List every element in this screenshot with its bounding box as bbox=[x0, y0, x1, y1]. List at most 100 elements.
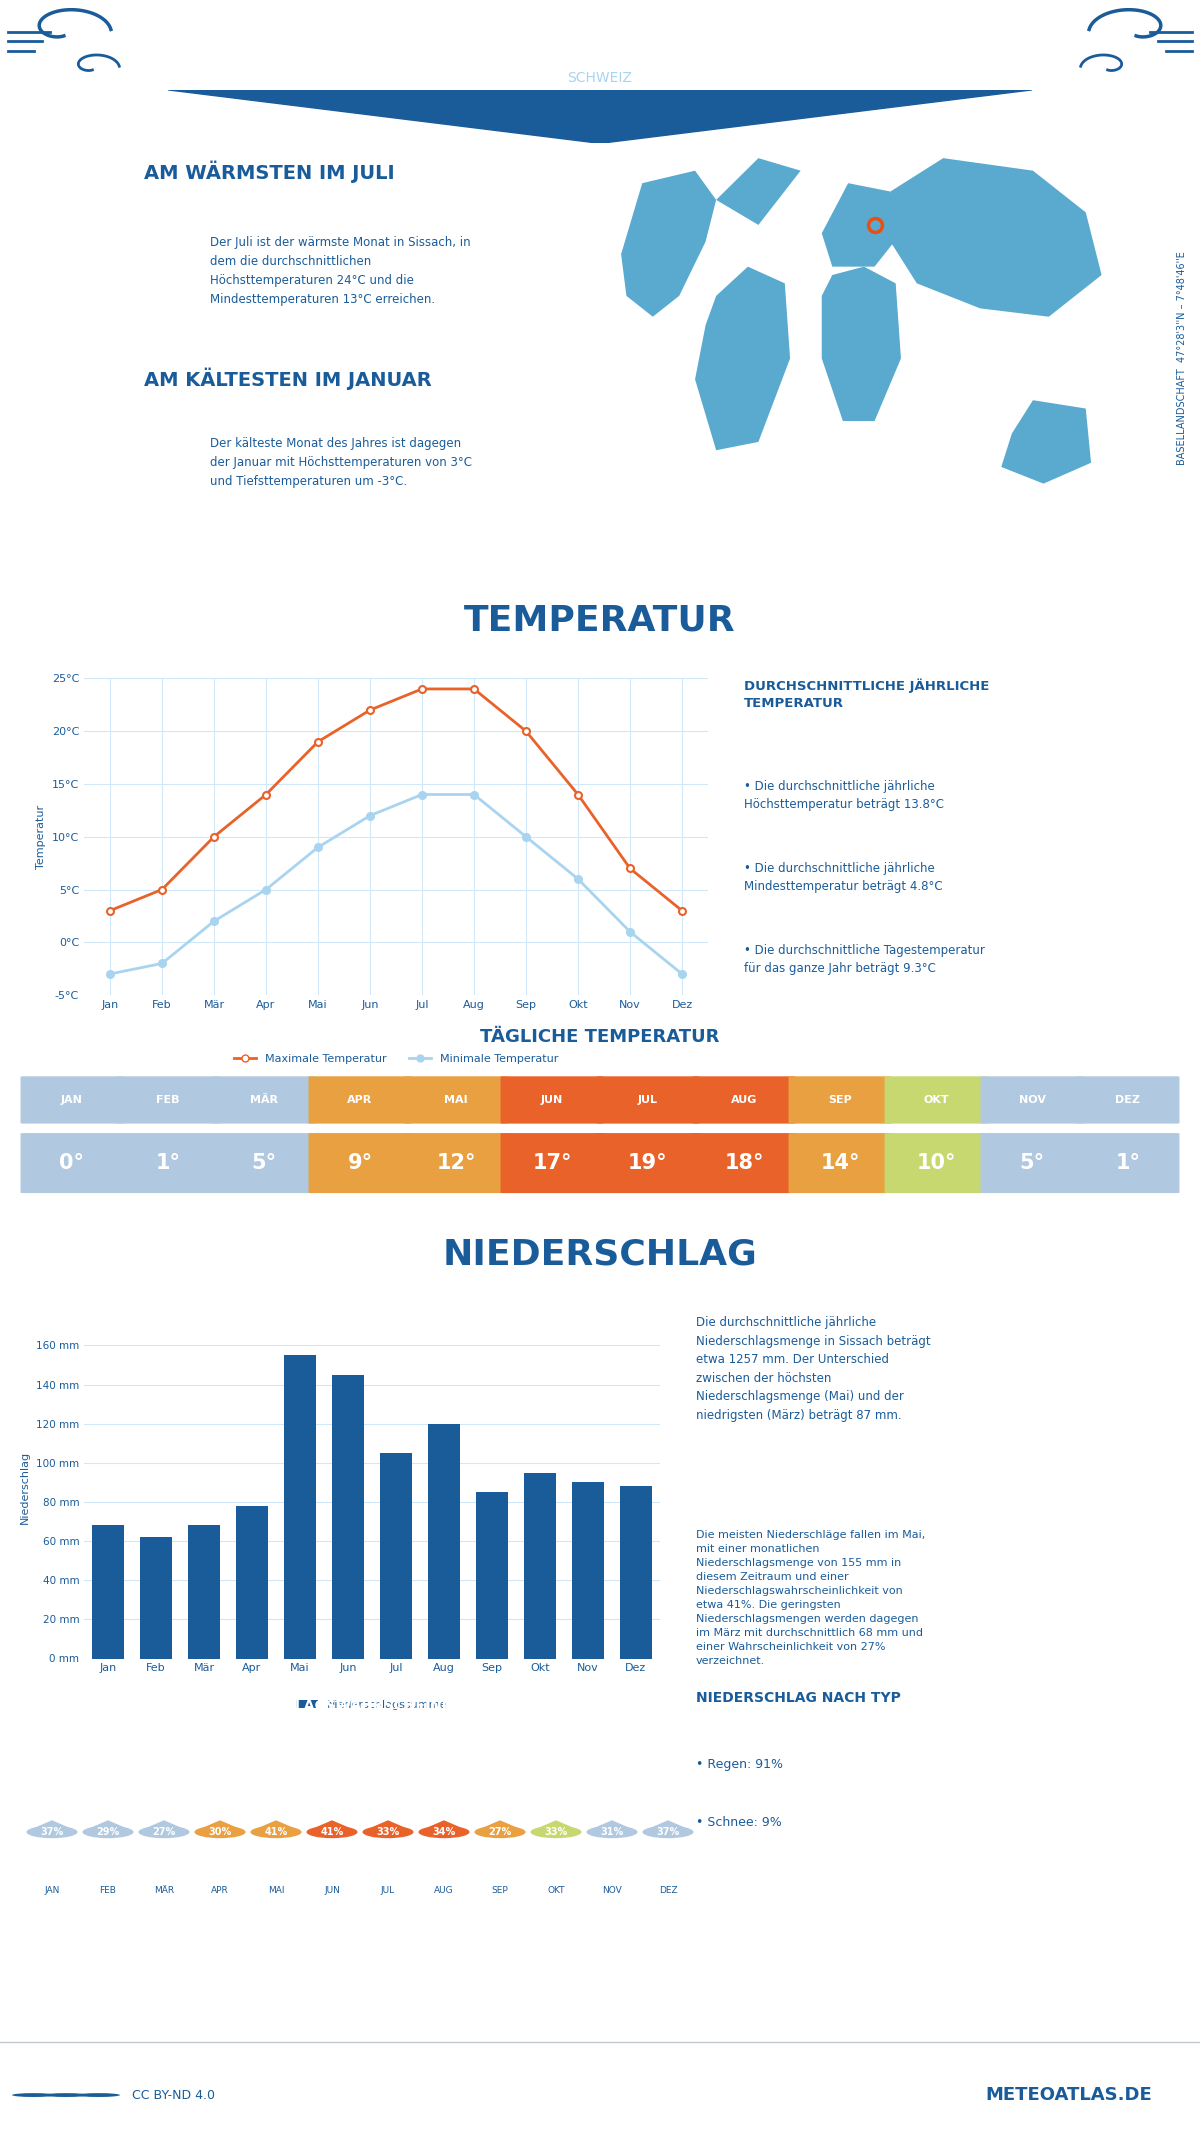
Text: 37%: 37% bbox=[656, 1828, 679, 1836]
Minimale Temperatur bbox=[518, 824, 533, 850]
Text: 1°: 1° bbox=[156, 1153, 180, 1173]
Text: SEP: SEP bbox=[492, 1885, 509, 1896]
Maximale Temperatur bbox=[259, 781, 274, 807]
Polygon shape bbox=[589, 1821, 635, 1830]
Polygon shape bbox=[716, 158, 800, 225]
Polygon shape bbox=[622, 171, 716, 317]
Text: AUG: AUG bbox=[434, 1885, 454, 1896]
Text: 12°: 12° bbox=[437, 1153, 475, 1173]
Text: 10°: 10° bbox=[917, 1153, 955, 1173]
FancyBboxPatch shape bbox=[308, 1076, 412, 1124]
FancyBboxPatch shape bbox=[692, 1076, 796, 1124]
Text: 9°: 9° bbox=[348, 1153, 372, 1173]
Text: FEB: FEB bbox=[100, 1885, 116, 1896]
FancyBboxPatch shape bbox=[1076, 1076, 1180, 1124]
Minimale Temperatur bbox=[155, 950, 169, 976]
Circle shape bbox=[251, 1825, 301, 1838]
Minimale Temperatur bbox=[623, 918, 637, 944]
Circle shape bbox=[530, 1825, 582, 1838]
Circle shape bbox=[194, 1825, 246, 1838]
Circle shape bbox=[642, 1825, 694, 1838]
Text: FEB: FEB bbox=[156, 1096, 180, 1104]
Polygon shape bbox=[365, 1821, 410, 1830]
Text: 1°: 1° bbox=[1116, 1153, 1140, 1173]
Circle shape bbox=[474, 1825, 526, 1838]
Text: 30%: 30% bbox=[209, 1828, 232, 1836]
FancyBboxPatch shape bbox=[884, 1132, 988, 1194]
FancyBboxPatch shape bbox=[116, 1132, 220, 1194]
FancyBboxPatch shape bbox=[980, 1076, 1084, 1124]
Minimale Temperatur bbox=[362, 802, 377, 828]
FancyBboxPatch shape bbox=[212, 1132, 316, 1194]
Text: OKT: OKT bbox=[547, 1885, 565, 1896]
Text: JUN: JUN bbox=[324, 1885, 340, 1896]
FancyBboxPatch shape bbox=[116, 1076, 220, 1124]
Text: MÄR: MÄR bbox=[250, 1096, 278, 1104]
FancyBboxPatch shape bbox=[500, 1076, 604, 1124]
Text: 18°: 18° bbox=[725, 1153, 763, 1173]
Bar bbox=[572, 1483, 604, 1659]
Bar bbox=[428, 1423, 460, 1658]
Text: 0°: 0° bbox=[60, 1153, 84, 1173]
Text: 27%: 27% bbox=[488, 1828, 511, 1836]
Text: AM KÄLTESTEN IM JANUAR: AM KÄLTESTEN IM JANUAR bbox=[144, 368, 432, 389]
Polygon shape bbox=[197, 1821, 242, 1830]
Y-axis label: Temperatur: Temperatur bbox=[36, 805, 47, 869]
Maximale Temperatur bbox=[518, 719, 533, 745]
Text: Der Juli ist der wärmste Monat in Sissach, in
dem die durchschnittlichen
Höchstt: Der Juli ist der wärmste Monat in Sissac… bbox=[210, 235, 470, 306]
Polygon shape bbox=[822, 184, 901, 268]
Text: MÄR: MÄR bbox=[154, 1885, 174, 1896]
Text: 41%: 41% bbox=[320, 1828, 343, 1836]
Minimale Temperatur bbox=[103, 961, 118, 987]
Text: SEP: SEP bbox=[828, 1096, 852, 1104]
Text: Der kälteste Monat des Jahres ist dagegen
der Januar mit Höchsttemperaturen von : Der kälteste Monat des Jahres ist dagege… bbox=[210, 437, 472, 488]
Text: JAN: JAN bbox=[61, 1096, 83, 1104]
Polygon shape bbox=[533, 1821, 578, 1830]
Bar bbox=[476, 1492, 508, 1658]
Text: • Die durchschnittliche Tagestemperatur
für das ganze Jahr beträgt 9.3°C: • Die durchschnittliche Tagestemperatur … bbox=[744, 944, 985, 976]
Maximale Temperatur bbox=[467, 676, 481, 702]
FancyBboxPatch shape bbox=[404, 1076, 508, 1124]
Circle shape bbox=[44, 2093, 88, 2097]
Text: Die durchschnittliche jährliche
Niederschlagsmenge in Sissach beträgt
etwa 1257 : Die durchschnittliche jährliche Niedersc… bbox=[696, 1316, 931, 1421]
Maximale Temperatur bbox=[571, 781, 586, 807]
FancyBboxPatch shape bbox=[884, 1076, 988, 1124]
Bar bbox=[92, 1526, 124, 1658]
Maximale Temperatur bbox=[415, 676, 430, 702]
Text: 33%: 33% bbox=[377, 1828, 400, 1836]
Text: APR: APR bbox=[347, 1096, 373, 1104]
Polygon shape bbox=[85, 1821, 131, 1830]
Polygon shape bbox=[168, 90, 1032, 143]
Bar bbox=[380, 1453, 412, 1658]
Text: DEZ: DEZ bbox=[1116, 1096, 1140, 1104]
Line: Minimale Temperatur: Minimale Temperatur bbox=[107, 792, 685, 978]
Text: DEZ: DEZ bbox=[659, 1885, 677, 1896]
FancyBboxPatch shape bbox=[20, 1132, 124, 1194]
Text: SCHWEIZ: SCHWEIZ bbox=[568, 71, 632, 86]
Text: TEMPERATUR: TEMPERATUR bbox=[464, 603, 736, 638]
Y-axis label: Niederschlag: Niederschlag bbox=[20, 1451, 30, 1524]
Text: MAI: MAI bbox=[444, 1096, 468, 1104]
Maximale Temperatur bbox=[155, 877, 169, 903]
Text: SISSACH: SISSACH bbox=[486, 11, 714, 56]
Text: DURCHSCHNITTLICHE JÄHRLICHE
TEMPERATUR: DURCHSCHNITTLICHE JÄHRLICHE TEMPERATUR bbox=[744, 678, 989, 710]
Text: JUL: JUL bbox=[380, 1885, 395, 1896]
Polygon shape bbox=[695, 268, 790, 449]
Text: 29%: 29% bbox=[96, 1828, 120, 1836]
Maximale Temperatur bbox=[674, 899, 689, 924]
Text: NOV: NOV bbox=[602, 1885, 622, 1896]
Text: APR: APR bbox=[211, 1885, 229, 1896]
Maximale Temperatur bbox=[311, 730, 325, 755]
Text: JUL: JUL bbox=[638, 1096, 658, 1104]
Text: 34%: 34% bbox=[432, 1828, 456, 1836]
Circle shape bbox=[362, 1825, 414, 1838]
Text: NIEDERSCHLAG: NIEDERSCHLAG bbox=[443, 1237, 757, 1271]
Polygon shape bbox=[310, 1821, 355, 1830]
Circle shape bbox=[77, 2093, 120, 2097]
Text: NIEDERSCHLAGSWAHRSCHEINLICHKEIT: NIEDERSCHLAGSWAHRSCHEINLICHKEIT bbox=[206, 1699, 514, 1712]
Bar bbox=[332, 1374, 364, 1658]
Text: 27%: 27% bbox=[152, 1828, 175, 1836]
Polygon shape bbox=[421, 1821, 467, 1830]
FancyBboxPatch shape bbox=[500, 1132, 604, 1194]
Bar bbox=[140, 1537, 172, 1658]
